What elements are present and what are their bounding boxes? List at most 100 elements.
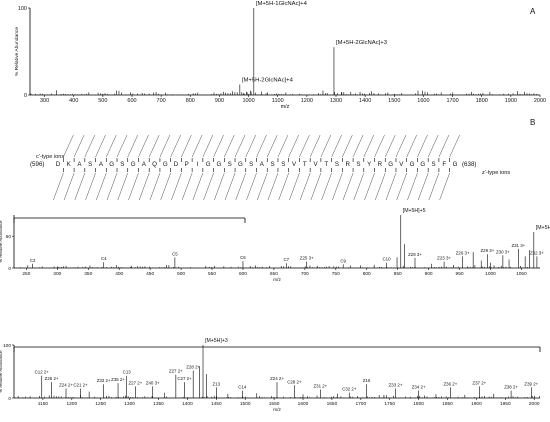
- z-mass-leader: [96, 172, 107, 201]
- sequence-residue: Q: [152, 161, 157, 168]
- sequence-residue: G: [109, 161, 114, 168]
- z-mass-leader: [321, 172, 332, 201]
- z-mass-leader: [85, 172, 96, 201]
- x-tick-label: 1850: [442, 401, 453, 407]
- x-tick-label: 400: [115, 271, 123, 277]
- x-tick-label: 300: [53, 271, 61, 277]
- x-axis-label: m/z: [281, 104, 290, 110]
- c-mass-leader: [352, 134, 364, 158]
- peak-label: Z31 3+: [511, 243, 525, 248]
- peak-label: C27 2+: [177, 376, 192, 381]
- peak-label: Z35 2+: [111, 377, 125, 382]
- sequence-residue: G: [238, 161, 243, 168]
- c-mass-leader: [181, 134, 192, 158]
- x-tick-label: 1000: [242, 98, 254, 104]
- sequence-residue: G: [410, 161, 415, 168]
- x-tick-label: 600: [239, 271, 247, 277]
- c-mass-leader: [213, 134, 224, 158]
- c-mass-leader: [309, 134, 321, 158]
- x-tick-label: 1600: [417, 98, 429, 104]
- sequence-residue: V: [399, 161, 404, 168]
- x-tick-label: 250: [22, 271, 30, 277]
- peak-label: Z29 3+: [481, 248, 495, 253]
- z-mass-leader: [267, 172, 279, 201]
- y-tick-label: 100: [18, 6, 27, 12]
- peak-label: Z24 2+: [59, 382, 73, 387]
- peak-label: Z34 2+: [412, 385, 426, 390]
- peak-label: C9: [340, 258, 346, 263]
- c-mass-leader: [363, 134, 374, 158]
- peak-label: Z33 2+: [389, 382, 403, 387]
- peak-label: Z32 3+: [530, 250, 544, 255]
- c-mass-leader: [73, 134, 85, 158]
- x-tick-label: 1600: [298, 401, 309, 407]
- c-mass-leader: [127, 134, 138, 158]
- sequence-residue: K: [67, 161, 72, 168]
- sequence-residue: S: [335, 161, 339, 168]
- x-tick-label: 1650: [327, 401, 338, 407]
- peak-label: Z25 2+: [45, 376, 59, 381]
- x-tick-label: 1800: [476, 98, 488, 104]
- y-axis-label: % Relative Abundance: [0, 220, 3, 263]
- c-mass-leader: [63, 134, 74, 158]
- x-tick-label: 500: [98, 98, 107, 104]
- z-mass-leader: [396, 172, 407, 201]
- x-tick-label: 1050: [516, 271, 527, 277]
- c-mass-leader: [159, 134, 171, 158]
- z-mass-leader: [106, 172, 118, 201]
- x-tick-label: 400: [69, 98, 78, 104]
- peak-label: [M+5H]+4: [536, 225, 550, 231]
- peak-label: [M+5H-1GlcNAc]+4: [256, 1, 308, 7]
- sequence-residue: Y: [367, 161, 371, 168]
- x-axis-label: m/z: [273, 407, 281, 413]
- x-tick-label: 500: [177, 271, 185, 277]
- x-tick-label: 600: [127, 98, 136, 104]
- x-tick-label: 1700: [355, 401, 366, 407]
- peak-label: C21 2+: [73, 382, 88, 387]
- c-mass-leader: [234, 134, 246, 158]
- sequence-residue: I: [197, 161, 199, 168]
- peak-label: Z30 3+: [496, 249, 510, 254]
- x-tick-label: 1000: [485, 271, 496, 277]
- z-mass-leader: [74, 172, 85, 201]
- x-tick-label: 450: [146, 271, 154, 277]
- y-tick-label: 60: [6, 234, 12, 240]
- peak-label: [M+5H-2GlcNAc]+3: [336, 40, 388, 46]
- x-tick-label: 1400: [359, 98, 371, 104]
- x-tick-label: 1900: [471, 401, 482, 407]
- sequence-residue: S: [88, 161, 92, 168]
- sequence-residue: S: [281, 161, 285, 168]
- z-mass-leader: [385, 172, 397, 201]
- z-mass-leader: [203, 172, 214, 201]
- sequence-residue: S: [249, 161, 253, 168]
- x-tick-label: 1750: [384, 401, 395, 407]
- c-mass-leader: [277, 134, 289, 158]
- z-mass-leader: [364, 172, 375, 201]
- c-mass-leader: [331, 134, 342, 158]
- z-mass-leader: [289, 172, 300, 201]
- c-mass-leader: [202, 134, 214, 158]
- y-tick-label: 0: [8, 396, 11, 402]
- x-tick-label: 1450: [211, 401, 222, 407]
- x-tick-label: 2000: [529, 401, 540, 407]
- y-axis-label: % Relative Abundance: [0, 350, 3, 393]
- sequence-residue: T: [324, 161, 328, 168]
- x-tick-label: 650: [270, 271, 278, 277]
- z-mass-leader: [246, 172, 257, 201]
- x-tick-label: 1800: [413, 401, 424, 407]
- c-mass-leader: [106, 134, 117, 158]
- z-mass-leader: [332, 172, 343, 201]
- sequence-residue: S: [431, 161, 435, 168]
- peak-label: Z28 3+: [408, 252, 422, 257]
- z-mass-leader: [342, 172, 354, 201]
- c-mass-leader: [191, 134, 203, 158]
- peak-label: C14: [238, 385, 247, 390]
- sequence-residue: G: [388, 161, 393, 168]
- y-tick-label: 0: [24, 93, 27, 99]
- y-tick-label: 0: [8, 266, 11, 272]
- x-tick-label: 800: [186, 98, 195, 104]
- z-mass-leader: [139, 172, 150, 201]
- peak-label: C5: [172, 251, 178, 256]
- z-mass-leader: [310, 172, 322, 201]
